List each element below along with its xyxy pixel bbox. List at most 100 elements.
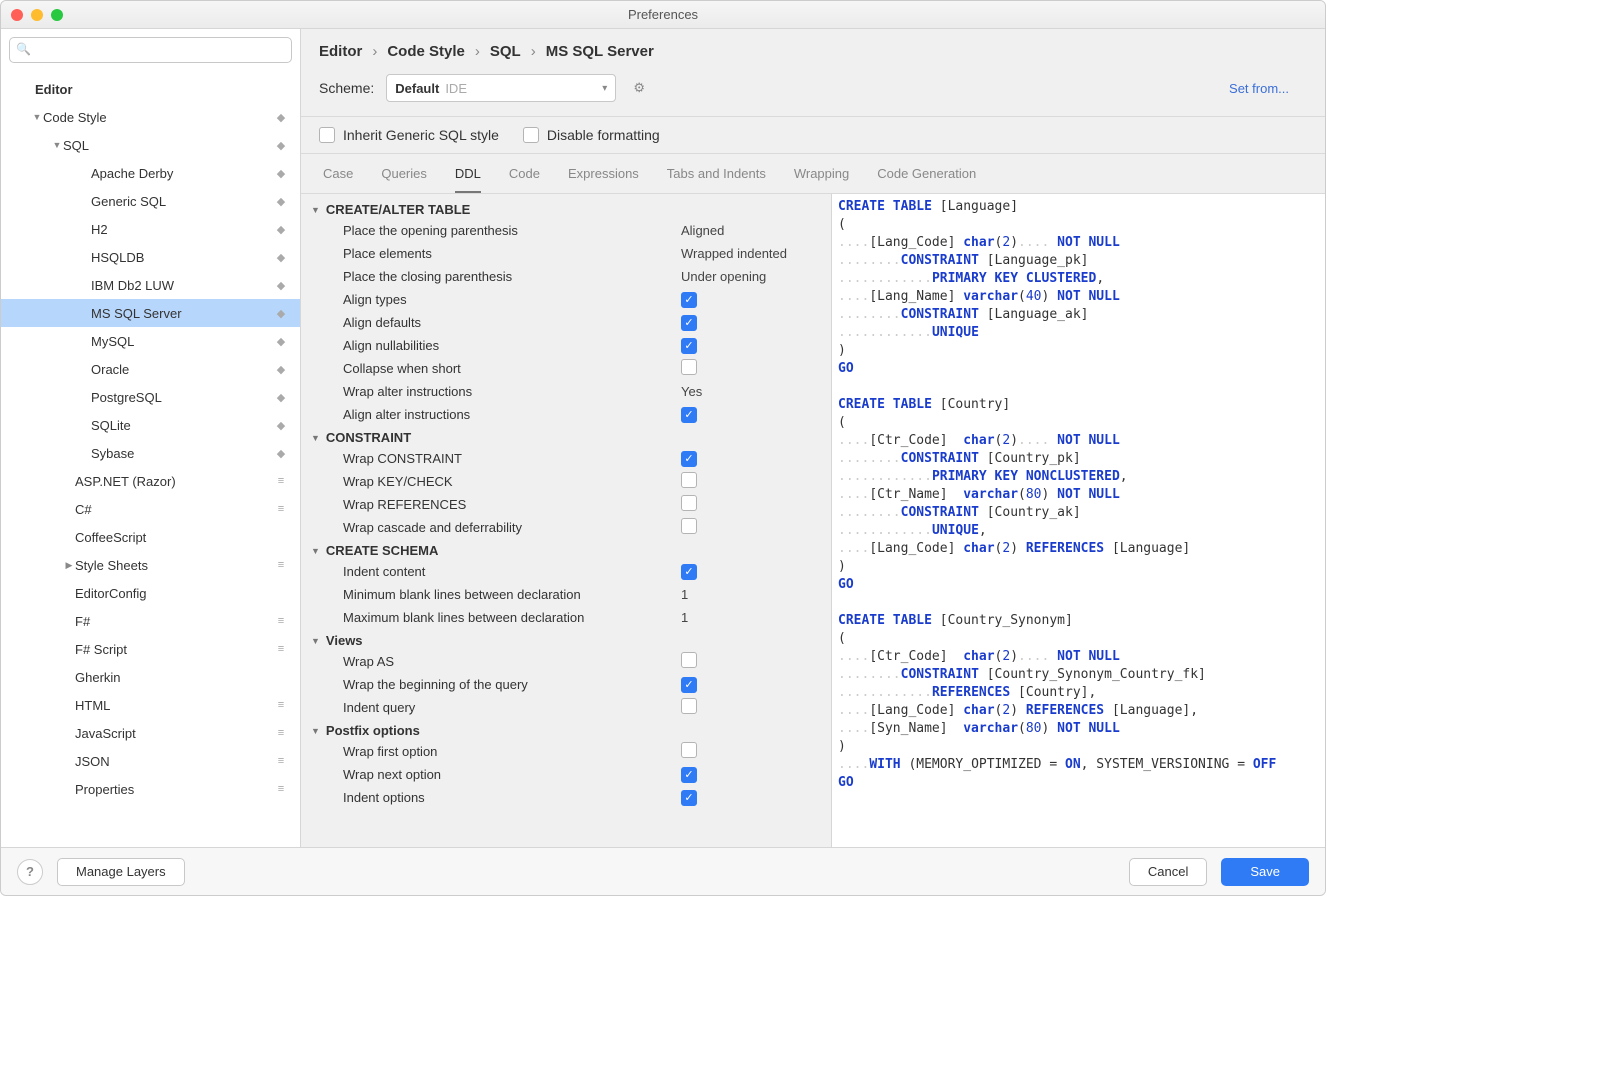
ddl-settings-panel[interactable]: ▼CREATE/ALTER TABLEPlace the opening par… [301,194,831,847]
tab-ddl[interactable]: DDL [455,160,481,193]
setting-row[interactable]: Align nullabilities✓ [301,334,831,357]
setting-row[interactable]: Wrap KEY/CHECK [301,470,831,493]
help-button[interactable]: ? [17,859,43,885]
checkbox-icon[interactable] [681,472,697,488]
checkbox-icon[interactable] [681,742,697,758]
tree-item[interactable]: H2◆ [1,215,300,243]
checkbox-icon[interactable]: ✓ [681,451,697,467]
setting-row[interactable]: Indent options✓ [301,786,831,809]
tree-item[interactable]: CoffeeScript [1,523,300,551]
tree-item[interactable]: IBM Db2 LUW◆ [1,271,300,299]
tree-item[interactable]: ASP.NET (Razor)≡ [1,467,300,495]
tree-item[interactable]: Gherkin [1,663,300,691]
checkbox-icon[interactable]: ✓ [681,790,697,806]
tree-item[interactable]: EditorConfig [1,579,300,607]
setting-row[interactable]: Wrap first option [301,740,831,763]
checkbox-icon[interactable] [681,359,697,375]
setting-row[interactable]: Wrap CONSTRAINT✓ [301,447,831,470]
setting-value[interactable]: 1 [681,587,821,602]
tree-item[interactable]: SQLite◆ [1,411,300,439]
tab-code[interactable]: Code [509,160,540,193]
setting-row[interactable]: Indent content✓ [301,560,831,583]
search-input[interactable] [9,37,292,63]
breadcrumb-item[interactable]: SQL [490,43,521,60]
gear-icon[interactable]: ⚙ [628,77,650,99]
setting-value[interactable]: Wrapped indented [681,246,821,261]
checkbox-icon[interactable] [681,518,697,534]
tree-item[interactable]: MySQL◆ [1,327,300,355]
cancel-button[interactable]: Cancel [1129,858,1207,886]
settings-tree[interactable]: Editor▼Code Style◆▼SQL◆Apache Derby◆Gene… [1,71,300,847]
tree-item[interactable]: Generic SQL◆ [1,187,300,215]
section-header[interactable]: ▼CREATE SCHEMA [301,539,831,560]
tree-item[interactable]: F# Script≡ [1,635,300,663]
tab-tabs-and-indents[interactable]: Tabs and Indents [667,160,766,193]
setting-row[interactable]: Align defaults✓ [301,311,831,334]
scheme-dropdown[interactable]: DefaultIDE ▾ [386,74,616,102]
setting-row[interactable]: Wrap the beginning of the query✓ [301,673,831,696]
setting-value[interactable]: Aligned [681,223,821,238]
setting-row[interactable]: Wrap cascade and deferrability [301,516,831,539]
tree-item[interactable]: C#≡ [1,495,300,523]
tab-code-generation[interactable]: Code Generation [877,160,976,193]
tree-item[interactable]: JSON≡ [1,747,300,775]
setting-row[interactable]: Wrap REFERENCES [301,493,831,516]
setting-row[interactable]: Minimum blank lines between declaration1 [301,583,831,606]
checkbox-icon[interactable] [681,495,697,511]
tree-item[interactable]: JavaScript≡ [1,719,300,747]
checkbox-icon[interactable] [681,652,697,668]
tree-item[interactable]: Oracle◆ [1,355,300,383]
checkbox-icon[interactable]: ✓ [681,407,697,423]
checkbox-icon[interactable]: ✓ [681,338,697,354]
breadcrumb-item[interactable]: Editor [319,43,362,60]
tree-item[interactable]: Editor [1,75,300,103]
setting-row[interactable]: Align types✓ [301,288,831,311]
setting-label: Align types [343,292,681,307]
setting-value[interactable]: Under opening [681,269,821,284]
tree-item[interactable]: ▼SQL◆ [1,131,300,159]
setting-row[interactable]: Place the opening parenthesisAligned [301,219,831,242]
tab-wrapping[interactable]: Wrapping [794,160,849,193]
setting-row[interactable]: Place elementsWrapped indented [301,242,831,265]
setting-row[interactable]: Collapse when short [301,357,831,380]
checkbox-icon[interactable]: ✓ [681,677,697,693]
checkbox-icon[interactable]: ✓ [681,767,697,783]
manage-layers-button[interactable]: Manage Layers [57,858,185,886]
tab-expressions[interactable]: Expressions [568,160,639,193]
setting-value[interactable]: 1 [681,610,821,625]
setting-row[interactable]: Align alter instructions✓ [301,403,831,426]
tree-item[interactable]: F#≡ [1,607,300,635]
tree-item[interactable]: ▶Style Sheets≡ [1,551,300,579]
set-from-link[interactable]: Set from... [1229,81,1307,96]
disable-formatting-checkbox[interactable]: Disable formatting [523,127,660,143]
checkbox-icon[interactable]: ✓ [681,292,697,308]
section-header[interactable]: ▼CREATE/ALTER TABLE [301,198,831,219]
tree-item[interactable]: ▼Code Style◆ [1,103,300,131]
setting-row[interactable]: Indent query [301,696,831,719]
tab-queries[interactable]: Queries [381,160,427,193]
setting-row[interactable]: Wrap AS [301,650,831,673]
tree-item[interactable]: HSQLDB◆ [1,243,300,271]
tree-item[interactable]: Sybase◆ [1,439,300,467]
inherit-sql-style-checkbox[interactable]: Inherit Generic SQL style [319,127,499,143]
setting-row[interactable]: Wrap alter instructionsYes [301,380,831,403]
setting-row[interactable]: Place the closing parenthesisUnder openi… [301,265,831,288]
checkbox-icon[interactable]: ✓ [681,315,697,331]
breadcrumb-item[interactable]: Code Style [387,43,465,60]
setting-value[interactable]: Yes [681,384,821,399]
section-header[interactable]: ▼Postfix options [301,719,831,740]
setting-row[interactable]: Maximum blank lines between declaration1 [301,606,831,629]
checkbox-icon[interactable] [681,698,697,714]
setting-row[interactable]: Wrap next option✓ [301,763,831,786]
tree-item[interactable]: Apache Derby◆ [1,159,300,187]
tree-item[interactable]: PostgreSQL◆ [1,383,300,411]
checkbox-icon[interactable]: ✓ [681,564,697,580]
tree-item[interactable]: Properties≡ [1,775,300,803]
breadcrumb-item[interactable]: MS SQL Server [546,43,654,60]
tree-item[interactable]: HTML≡ [1,691,300,719]
tree-item[interactable]: MS SQL Server◆ [1,299,300,327]
save-button[interactable]: Save [1221,858,1309,886]
tab-case[interactable]: Case [323,160,353,193]
section-header[interactable]: ▼Views [301,629,831,650]
section-header[interactable]: ▼CONSTRAINT [301,426,831,447]
